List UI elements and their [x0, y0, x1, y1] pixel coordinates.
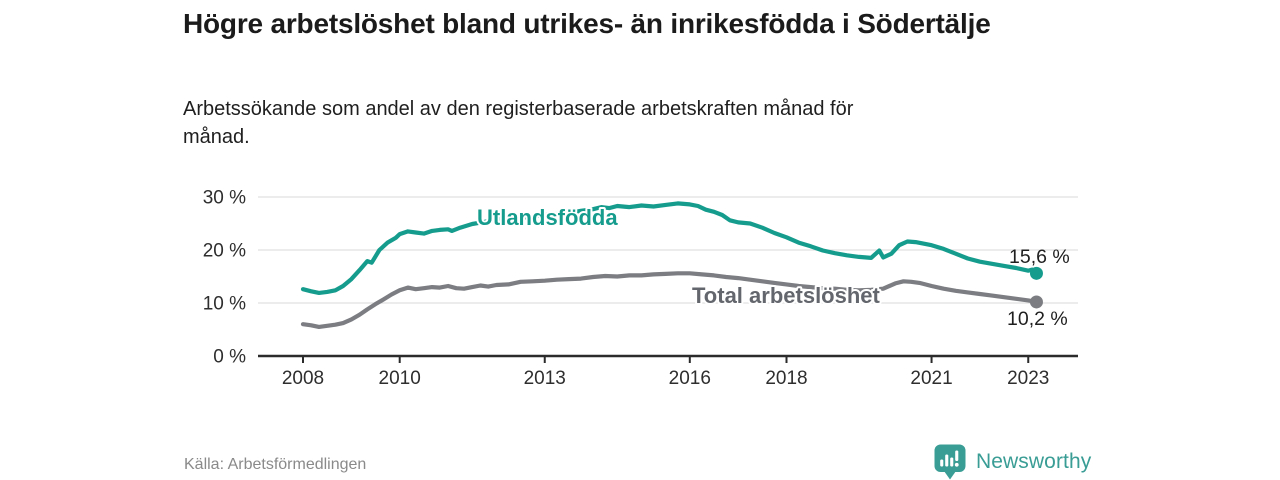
- x-tick-label-2013: 2013: [524, 368, 566, 389]
- x-tick-label-2008: 2008: [282, 368, 324, 389]
- series-line-total-arbetsloshet: [300, 271, 1039, 329]
- newsworthy-logo-icon: [934, 444, 966, 480]
- y-tick-label-30: 30 %: [203, 188, 246, 209]
- series-end-dot-utlandsfodda: [1029, 266, 1043, 280]
- y-tick-label-0: 0 %: [213, 347, 246, 368]
- series-label-total-arbetsloshet: Total arbetslöshet: [692, 283, 881, 308]
- series-label-utlandsfodda: Utlandsfödda: [477, 205, 618, 230]
- source-note: Källa: Arbetsförmedlingen: [184, 456, 367, 473]
- x-tick-label-2010: 2010: [379, 368, 421, 389]
- y-tick-label-10: 10 %: [203, 294, 246, 315]
- x-tick-label-2021: 2021: [910, 368, 952, 389]
- chart-subtitle: Arbetssökande som andel av den registerb…: [183, 98, 854, 148]
- series-end-dot-total-arbetsloshet: [1029, 295, 1043, 309]
- brand-lockup: Newsworthy: [933, 443, 1091, 480]
- chart-title: Högre arbetslöshet bland utrikes- än inr…: [183, 8, 991, 39]
- end-value-label-utlandsfodda: 15,6 %: [1009, 246, 1070, 268]
- x-tick-label-2016: 2016: [669, 368, 711, 389]
- y-tick-label-20: 20 %: [203, 241, 246, 262]
- brand-name: Newsworthy: [976, 449, 1092, 473]
- x-tick-label-2023: 2023: [1007, 368, 1049, 389]
- series-line-utlandsfodda: [300, 201, 1039, 295]
- end-value-label-total-arbetsloshet: 10,2 %: [1007, 308, 1068, 330]
- x-tick-label-2018: 2018: [765, 368, 807, 389]
